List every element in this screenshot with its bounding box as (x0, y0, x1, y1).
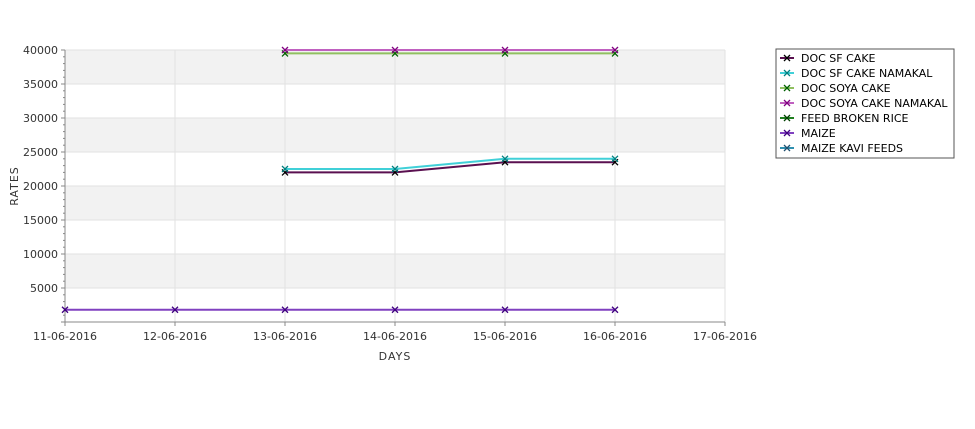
data-point-marker (391, 165, 399, 173)
y-tick-label: 25000 (23, 146, 58, 159)
y-tick-label: 10000 (23, 248, 58, 261)
x-tick-label: 15-06-2016 (473, 330, 537, 343)
data-point-marker (501, 306, 509, 314)
legend-marker (783, 69, 791, 77)
data-point-marker (281, 46, 289, 54)
legend-marker (783, 84, 791, 92)
y-tick-label: 40000 (23, 44, 58, 57)
y-axis-title: RATES (8, 166, 21, 206)
legend: DOC SF CAKE DOC SF CAKE NAMAKAL DOC SOYA C… (775, 48, 955, 159)
x-tick-label: 13-06-2016 (253, 330, 317, 343)
legend-box (775, 48, 955, 159)
legend-entry-label: DOC SF CAKE NAMAKAL (801, 67, 933, 80)
y-tick-label: 20000 (23, 180, 58, 193)
legend-entry-label: DOC SOYA CAKE NAMAKAL (801, 97, 948, 110)
legend-marker (783, 99, 791, 107)
y-tick-label: 30000 (23, 112, 58, 125)
x-tick-label: 14-06-2016 (363, 330, 427, 343)
legend-entry-label: MAIZE KAVI FEEDS (801, 142, 903, 155)
x-axis-ticks: 11-06-2016 12-06-2016 13-06-2016 14-06-2016… (33, 322, 757, 343)
y-tick-label: 15000 (23, 214, 58, 227)
data-point-marker (391, 306, 399, 314)
data-point-marker (281, 165, 289, 173)
x-tick-label: 11-06-2016 (33, 330, 97, 343)
legend-marker (783, 114, 791, 122)
x-tick-label: 12-06-2016 (143, 330, 207, 343)
legend-marker (783, 144, 791, 152)
series-group (61, 46, 619, 314)
x-tick-label: 17-06-2016 (693, 330, 757, 343)
data-point-marker (501, 155, 509, 163)
y-tick-label: 5000 (30, 282, 58, 295)
series-line (285, 157, 615, 170)
legend-entry-label: MAIZE (801, 127, 836, 140)
legend-entry-label: DOC SF CAKE (801, 52, 876, 65)
y-tick-label: 35000 (23, 78, 58, 91)
data-point-marker (611, 306, 619, 314)
data-point-marker (281, 306, 289, 314)
data-point-marker (611, 155, 619, 163)
legend-entry-label: FEED BROKEN RICE (801, 112, 908, 125)
legend-marker (783, 129, 791, 137)
y-axis-ticks: 5000 10000 15000 20000 25000 30000 35000 40000 (23, 44, 65, 323)
series-line (285, 161, 615, 174)
data-point-marker (611, 46, 619, 54)
x-axis-title: DAYS (379, 350, 412, 363)
data-point-marker (501, 46, 509, 54)
legend-entry-label: DOC SOYA CAKE (801, 82, 891, 95)
legend-marker (783, 54, 791, 62)
data-point-marker (61, 306, 69, 314)
data-point-marker (391, 46, 399, 54)
x-tick-label: 16-06-2016 (583, 330, 647, 343)
data-point-marker (171, 306, 179, 314)
